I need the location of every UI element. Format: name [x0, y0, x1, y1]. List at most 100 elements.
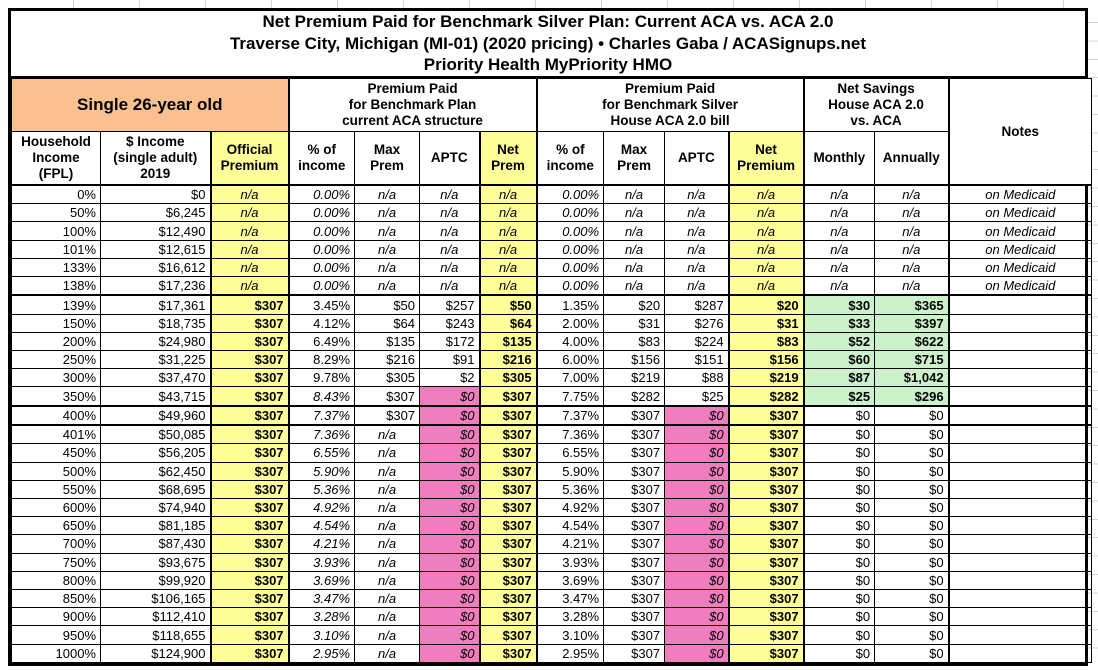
cell-note[interactable] [947, 643, 1093, 664]
cell-official[interactable]: $307 [209, 350, 290, 370]
cell-aca_max[interactable]: n/a [354, 534, 421, 554]
cell-note[interactable] [947, 461, 1093, 481]
cell-aca_aptc[interactable]: $0 [419, 479, 481, 499]
cell-aca_max[interactable]: n/a [354, 479, 421, 499]
cell-aca_pct[interactable]: 6.49% [287, 331, 356, 352]
cell-official[interactable]: $307 [209, 294, 290, 315]
cell-income[interactable]: $106,165 [100, 588, 211, 609]
cell-monthly[interactable]: $0 [802, 461, 876, 481]
cell-note[interactable] [947, 625, 1093, 645]
cell-monthly[interactable]: $60 [802, 350, 876, 370]
subject-header[interactable]: Single 26-year old [10, 78, 290, 132]
cell-official[interactable]: $307 [209, 497, 290, 518]
cell-aca_aptc[interactable]: $172 [419, 331, 481, 352]
cell-aca2_max[interactable]: $307 [603, 607, 666, 627]
cell-fpl[interactable]: 133% [11, 257, 101, 278]
cell-aca2_max[interactable]: $307 [603, 643, 666, 664]
cell-aca_net[interactable]: n/a [478, 221, 538, 241]
cell-monthly[interactable]: $0 [802, 479, 876, 499]
cell-official[interactable]: $307 [209, 588, 290, 609]
cell-note[interactable] [947, 479, 1093, 499]
cell-fpl[interactable]: 650% [11, 516, 101, 536]
cell-aca_net[interactable]: $307 [478, 386, 538, 407]
cell-aca2_aptc[interactable]: $0 [664, 497, 730, 518]
cell-monthly[interactable]: $0 [802, 424, 876, 445]
cell-annually[interactable]: n/a [874, 257, 950, 278]
cell-annually[interactable]: $296 [874, 386, 950, 407]
cell-aca_aptc[interactable]: $243 [419, 313, 481, 333]
cell-aca2_pct[interactable]: 3.47% [535, 588, 605, 609]
cell-aca_net[interactable]: $307 [478, 643, 538, 664]
cell-aca2_max[interactable]: $156 [603, 350, 666, 370]
cell-aca_max[interactable]: n/a [354, 497, 421, 518]
cell-aca_aptc[interactable]: $0 [419, 643, 481, 664]
cell-aca_aptc[interactable]: $91 [419, 350, 481, 370]
cell-aca2_aptc[interactable]: $0 [664, 643, 730, 664]
cell-annually[interactable]: n/a [874, 239, 950, 259]
cell-aca2_aptc[interactable]: $0 [664, 424, 730, 445]
cell-official[interactable]: $307 [209, 405, 290, 427]
cell-aca2_aptc[interactable]: $25 [664, 386, 730, 407]
cell-aca2_net[interactable]: n/a [727, 184, 805, 205]
cell-fpl[interactable]: 850% [11, 588, 101, 609]
cell-aca_aptc[interactable]: $0 [419, 588, 481, 609]
cell-annually[interactable]: $365 [874, 294, 950, 315]
cell-aca2_pct[interactable]: 6.00% [535, 350, 605, 370]
cell-annually[interactable]: $0 [874, 643, 950, 664]
cell-aca_net[interactable]: $307 [478, 552, 538, 572]
cell-aca_pct[interactable]: 0.00% [287, 239, 356, 259]
cell-annually[interactable]: $0 [874, 443, 950, 463]
cell-aca_pct[interactable]: 3.69% [287, 570, 356, 591]
col-header-aca-aptc[interactable]: APTC [419, 131, 481, 186]
cell-fpl[interactable]: 250% [11, 350, 101, 370]
cell-aca_aptc[interactable]: n/a [419, 276, 481, 297]
group-header-aca2[interactable]: Premium Paid for Benchmark Silver House … [535, 78, 805, 132]
cell-note[interactable]: on Medicaid [947, 276, 1093, 297]
cell-note[interactable] [947, 350, 1093, 370]
cell-aca_aptc[interactable]: $0 [419, 534, 481, 554]
cell-annually[interactable]: $0 [874, 588, 950, 609]
cell-fpl[interactable]: 750% [11, 552, 101, 572]
cell-annually[interactable]: $0 [874, 607, 950, 627]
cell-aca2_aptc[interactable]: $0 [664, 516, 730, 536]
cell-aca2_pct[interactable]: 3.93% [535, 552, 605, 572]
cell-aca_aptc[interactable]: $0 [419, 424, 481, 445]
cell-aca_pct[interactable]: 3.28% [287, 607, 356, 627]
cell-income[interactable]: $49,960 [100, 405, 211, 427]
cell-aca_max[interactable]: n/a [354, 276, 421, 297]
cell-aca_max[interactable]: n/a [354, 424, 421, 445]
cell-fpl[interactable]: 139% [11, 294, 101, 315]
cell-aca_aptc[interactable]: n/a [419, 239, 481, 259]
cell-monthly[interactable]: $0 [802, 516, 876, 536]
cell-aca2_max[interactable]: $307 [603, 516, 666, 536]
cell-aca_max[interactable]: n/a [354, 552, 421, 572]
cell-note[interactable]: on Medicaid [947, 239, 1093, 259]
cell-aca_max[interactable]: $307 [354, 386, 421, 407]
cell-income[interactable]: $74,940 [100, 497, 211, 518]
cell-fpl[interactable]: 200% [11, 331, 101, 352]
cell-annually[interactable]: n/a [874, 221, 950, 241]
cell-aca2_aptc[interactable]: $0 [664, 570, 730, 591]
cell-fpl[interactable]: 350% [11, 386, 101, 407]
cell-annually[interactable]: n/a [874, 203, 950, 223]
cell-aca2_net[interactable]: $307 [727, 607, 805, 627]
cell-aca_net[interactable]: $307 [478, 497, 538, 518]
cell-aca2_pct[interactable]: 5.90% [535, 461, 605, 481]
cell-aca2_net[interactable]: n/a [727, 203, 805, 223]
cell-aca_net[interactable]: $307 [478, 424, 538, 445]
cell-aca2_net[interactable]: $307 [727, 643, 805, 664]
cell-aca_net[interactable]: $307 [478, 405, 538, 427]
cell-annually[interactable]: $715 [874, 350, 950, 370]
cell-aca_net[interactable]: $305 [478, 368, 538, 388]
cell-aca2_net[interactable]: $307 [727, 405, 805, 427]
cell-aca_aptc[interactable]: $0 [419, 570, 481, 591]
cell-aca2_pct[interactable]: 4.00% [535, 331, 605, 352]
cell-monthly[interactable]: $87 [802, 368, 876, 388]
col-header-fpl[interactable]: Household Income (FPL) [11, 131, 101, 186]
cell-aca2_max[interactable]: $307 [603, 552, 666, 572]
cell-official[interactable]: $307 [209, 386, 290, 407]
cell-aca_max[interactable]: $64 [354, 313, 421, 333]
cell-fpl[interactable]: 700% [11, 534, 101, 554]
cell-aca_net[interactable]: $307 [478, 516, 538, 536]
cell-aca2_net[interactable]: n/a [727, 239, 805, 259]
